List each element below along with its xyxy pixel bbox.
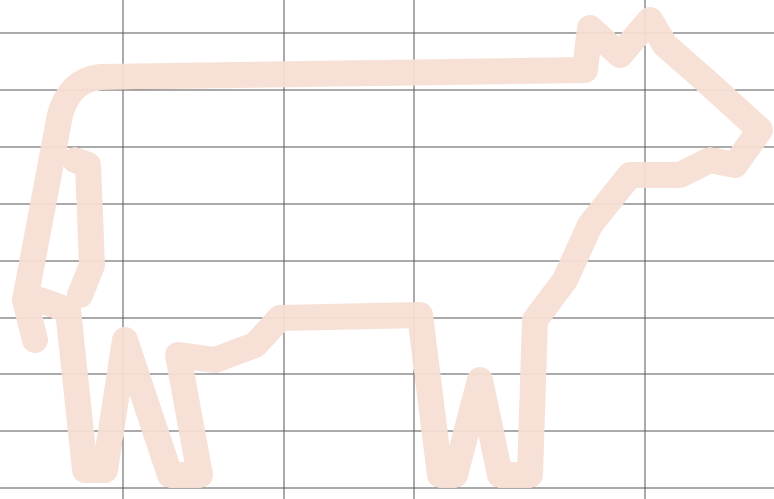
page bbox=[0, 0, 774, 499]
drawing-canvas bbox=[0, 0, 774, 499]
cow-tail bbox=[75, 160, 92, 295]
cow-outline bbox=[25, 20, 760, 475]
